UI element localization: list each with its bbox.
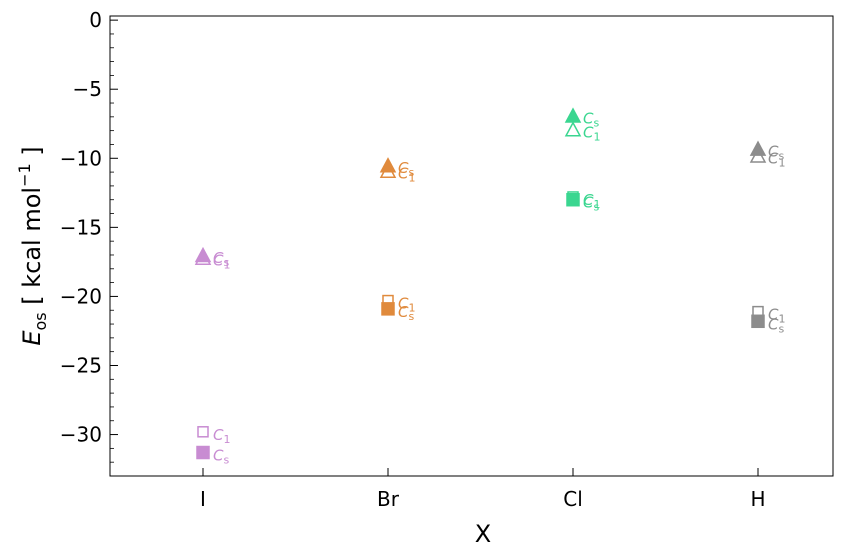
plot-frame <box>109 15 834 477</box>
point-label: Cs <box>213 447 229 467</box>
point-label: C1 <box>398 295 415 315</box>
point-label: C1 <box>213 426 230 446</box>
point-label: Cs <box>768 143 784 163</box>
square-marker-I-open <box>197 426 209 438</box>
y-tick-label: 0 <box>89 8 102 32</box>
point-label: Cs <box>768 315 784 335</box>
triangle-marker-I-open <box>194 249 212 265</box>
x-tick-label: H <box>750 487 765 511</box>
point-label: C1 <box>768 150 785 170</box>
square-marker-Cl-filled <box>566 192 580 207</box>
y-axis-unit-pre: [ kcal mol <box>18 187 46 312</box>
y-tick-label: −10 <box>60 146 102 170</box>
point-label: Cs <box>398 159 414 179</box>
point-label: Cs <box>398 303 414 323</box>
y-tick-label: −15 <box>60 215 102 239</box>
point-label: C1 <box>583 123 600 143</box>
x-axis-title: X <box>475 520 491 548</box>
y-axis-ticks: 0 −5 −10 −15 −20 −25 −30 <box>60 8 118 477</box>
point-label: C1 <box>583 191 600 211</box>
triangle-marker-Cl-filled <box>564 107 582 123</box>
point-label: Cs <box>583 109 599 129</box>
point-label: C1 <box>398 165 415 185</box>
point-label: C1 <box>768 306 785 326</box>
x-tick-label: Br <box>377 487 400 511</box>
y-tick-label: −30 <box>60 423 102 447</box>
square-marker-I-filled <box>196 445 210 460</box>
triangle-marker-Cl-open <box>564 121 582 137</box>
y-tick-label: −20 <box>60 284 102 308</box>
y-tick-label: −5 <box>73 77 102 101</box>
x-tick-label: Cl <box>563 487 583 511</box>
y-axis-symbol: E <box>18 330 46 346</box>
square-marker-H-filled <box>751 314 765 329</box>
point-label: Cs <box>213 249 229 269</box>
y-axis-title: Eos [ kcal mol−1 ] <box>15 146 50 345</box>
point-label: C1 <box>213 252 230 272</box>
square-marker-Br-filled <box>381 302 395 316</box>
y-tick-label: −25 <box>60 353 102 377</box>
triangle-marker-H-open <box>749 147 767 163</box>
y-axis-subscript: os <box>31 312 50 330</box>
point-label: Cs <box>583 194 599 214</box>
triangle-marker-Br-open <box>379 162 397 178</box>
y-axis-unit-post: ] <box>18 146 46 163</box>
y-axis-unit-sup: −1 <box>15 163 34 187</box>
x-tick-label: I <box>200 487 206 511</box>
x-axis-ticks: I Br Cl H <box>200 468 766 511</box>
